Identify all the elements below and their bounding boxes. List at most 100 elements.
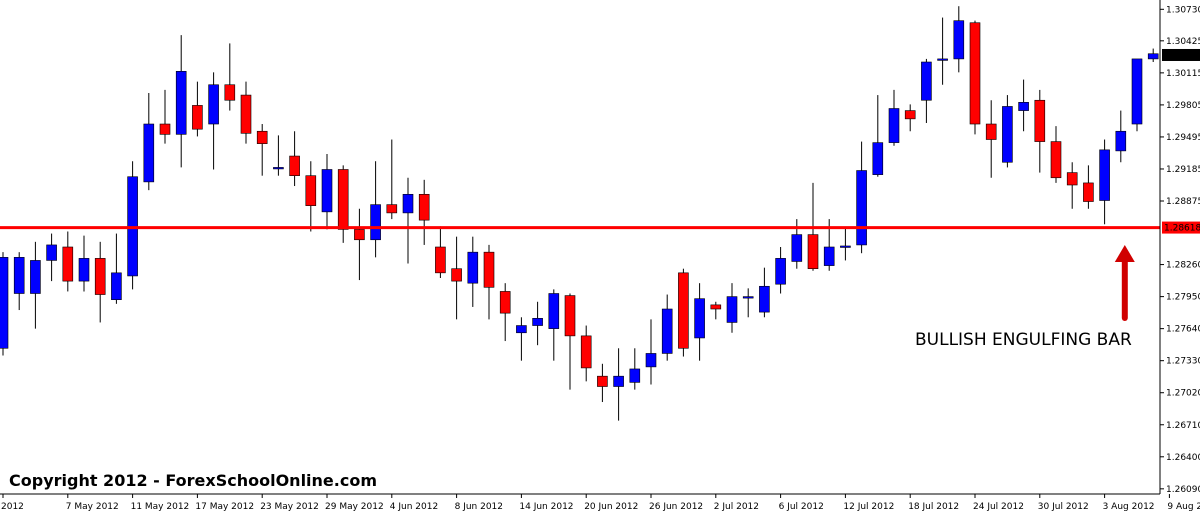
candle — [856, 141, 867, 254]
x-tick-label: 6 Jul 2012 — [779, 502, 824, 512]
candle — [435, 226, 446, 279]
candle — [516, 317, 527, 361]
bull-candle-body — [143, 123, 155, 183]
bull-candle-body — [1131, 58, 1143, 125]
bull-candle-body — [791, 234, 803, 262]
candle — [726, 283, 738, 333]
y-tick-label: 1.30730 — [1166, 5, 1200, 15]
x-tick-label: 20 Jun 2012 — [584, 502, 638, 512]
y-tick-label: 1.28260 — [1166, 261, 1200, 271]
y-tick-label: 1.29495 — [1166, 133, 1200, 143]
candle — [985, 100, 997, 178]
current-price-label: 1.30288 — [1164, 51, 1200, 61]
x-tick-label: 24 Jul 2012 — [973, 502, 1024, 512]
bear-candle-body — [985, 123, 997, 140]
y-axis-ticks: 1.30730 1.30425 1.30115 1.29805 1.29495 1.291… — [1160, 5, 1200, 495]
candle — [175, 35, 187, 168]
bull-candle-body — [46, 244, 57, 261]
bull-candle-body — [1115, 130, 1127, 152]
y-tick-label: 1.28875 — [1166, 197, 1200, 207]
y-tick-label: 1.27330 — [1166, 357, 1200, 367]
candle — [580, 325, 592, 382]
candle — [62, 231, 74, 292]
bear-candle-body — [240, 94, 252, 134]
bear-candle-body — [62, 246, 74, 282]
bear-candle-body — [451, 268, 462, 282]
x-axis-ticks: 2012 7 May 2012 11 May 2012 17 May 2012 23 M… — [1, 494, 1200, 512]
candle — [904, 104, 916, 132]
candle — [629, 348, 641, 390]
candle — [1002, 95, 1013, 168]
bear-candle-body — [1034, 99, 1046, 142]
candle — [46, 233, 57, 282]
x-tick-label: 23 May 2012 — [260, 502, 319, 512]
candle — [710, 301, 722, 320]
candle — [0, 252, 9, 356]
bull-candle-body — [548, 293, 560, 329]
candle — [143, 93, 155, 191]
candle — [1083, 165, 1094, 209]
x-tick-label: 2012 — [1, 502, 24, 512]
bear-candle-body — [159, 123, 171, 135]
candle — [1050, 126, 1062, 183]
candle — [483, 244, 495, 320]
candle — [30, 241, 41, 329]
bull-candle-body — [888, 108, 900, 143]
bull-candle-body — [694, 298, 705, 339]
candle — [192, 81, 203, 137]
candle — [13, 252, 25, 311]
bull-candle-body — [467, 251, 479, 284]
bear-candle-body — [904, 110, 916, 120]
bull-candle-body — [0, 257, 9, 349]
y-tick-label: 1.29185 — [1166, 165, 1200, 175]
candle — [645, 319, 657, 385]
copyright-text: Copyright 2012 - ForexSchoolOnline.com — [9, 471, 377, 490]
bull-candle-body — [872, 142, 884, 175]
bear-candle-body — [1083, 182, 1094, 202]
x-tick-label: 8 Jun 2012 — [455, 502, 503, 512]
candle — [872, 95, 884, 177]
y-tick-label: 1.27020 — [1166, 389, 1200, 399]
y-tick-label: 1.27950 — [1166, 293, 1200, 303]
bear-candle-body — [483, 251, 495, 288]
candle — [532, 301, 543, 346]
candle — [208, 72, 219, 170]
bull-candle-body — [1018, 102, 1029, 111]
x-tick-label: 11 May 2012 — [131, 502, 190, 512]
bear-candle-body — [354, 229, 365, 241]
x-tick-label: 2 Jul 2012 — [714, 502, 759, 512]
bear-candle-body — [499, 291, 511, 314]
bull-candle-body — [661, 308, 673, 354]
candle — [888, 89, 900, 146]
x-tick-label: 3 Aug 2012 — [1103, 502, 1155, 512]
bull-candle-body — [775, 258, 786, 285]
candle — [240, 81, 252, 144]
bull-candle-body — [78, 258, 90, 282]
bull-candle-body — [111, 272, 122, 301]
candle — [499, 283, 511, 342]
candle — [661, 294, 673, 361]
bear-candle-body — [305, 175, 317, 206]
x-tick-label: 17 May 2012 — [195, 502, 254, 512]
y-tick-label: 1.26400 — [1166, 453, 1200, 463]
bear-candle-body — [710, 304, 722, 310]
x-tick-label: 18 Jul 2012 — [908, 502, 959, 512]
candle — [921, 58, 932, 123]
bear-candle-body — [435, 246, 446, 274]
candle — [111, 233, 122, 304]
candle — [564, 293, 576, 390]
bear-candle-body — [386, 204, 398, 214]
bull-candle-body — [840, 245, 851, 248]
x-tick-label: 9 Aug 2012 — [1167, 502, 1200, 512]
candle — [467, 236, 479, 307]
y-tick-label: 1.26090 — [1166, 485, 1200, 495]
bull-candle-body — [13, 257, 25, 294]
candle — [224, 43, 236, 111]
bear-candle-body — [1050, 141, 1062, 179]
bear-candle-body — [94, 258, 106, 295]
bull-candle-body — [823, 246, 835, 266]
candle — [418, 179, 430, 245]
bull-candle-body — [856, 170, 867, 246]
